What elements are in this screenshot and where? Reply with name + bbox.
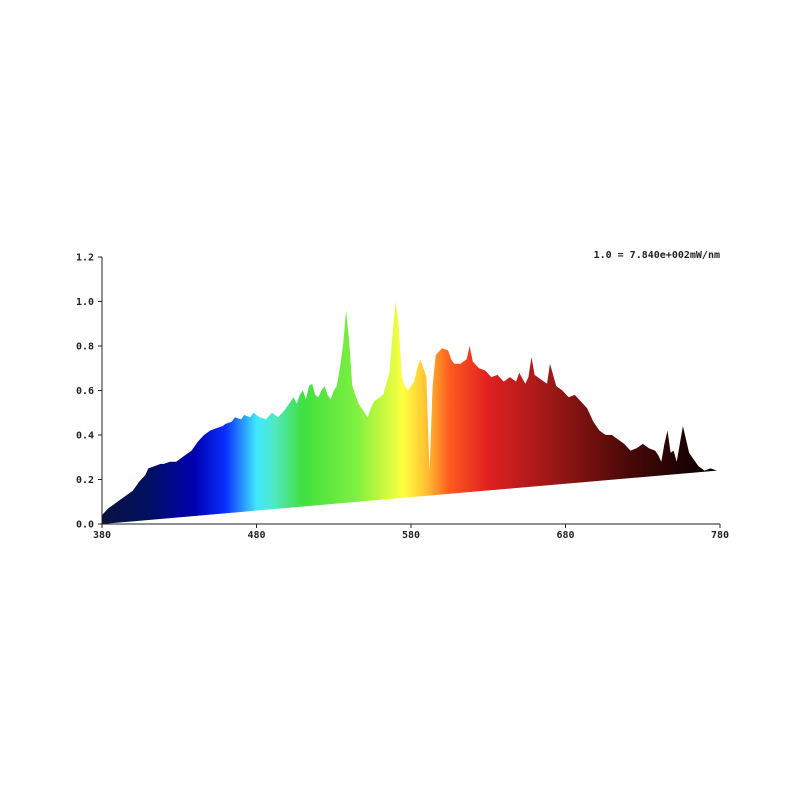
spectrum-area xyxy=(102,301,717,524)
x-tick-label: 580 xyxy=(402,530,420,541)
scale-annotation: 1.0 = 7.840e+002mW/nm xyxy=(594,250,720,261)
y-tick-label: 0.6 xyxy=(76,386,94,397)
axes: 0.0 0.2 0.4 0.6 0.8 1.0 1.2 380 480 580 680 780 xyxy=(76,253,729,542)
x-tick-label: 780 xyxy=(711,530,729,541)
x-tick-label: 380 xyxy=(93,530,111,541)
y-tick-label: 0.0 xyxy=(76,520,94,531)
x-tick-label: 680 xyxy=(556,530,574,541)
y-tick-label: 1.0 xyxy=(76,297,94,308)
y-tick-label: 0.4 xyxy=(76,431,94,442)
y-tick-label: 0.2 xyxy=(76,475,94,486)
y-tick-label: 0.8 xyxy=(76,342,94,353)
x-tick-label: 480 xyxy=(247,530,265,541)
y-tick-label: 1.2 xyxy=(76,253,94,264)
plot-area xyxy=(102,301,717,524)
